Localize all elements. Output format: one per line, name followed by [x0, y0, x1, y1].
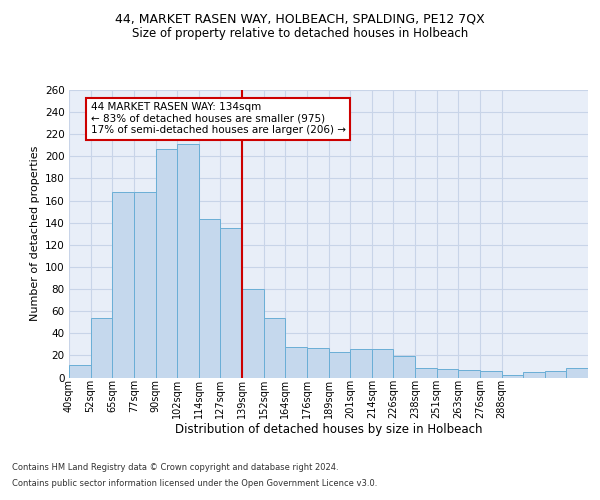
- Text: Size of property relative to detached houses in Holbeach: Size of property relative to detached ho…: [132, 28, 468, 40]
- Bar: [329, 352, 350, 378]
- Bar: [220, 228, 242, 378]
- Text: 44 MARKET RASEN WAY: 134sqm
← 83% of detached houses are smaller (975)
17% of se: 44 MARKET RASEN WAY: 134sqm ← 83% of det…: [91, 102, 346, 136]
- Bar: [545, 371, 566, 378]
- Text: Distribution of detached houses by size in Holbeach: Distribution of detached houses by size …: [175, 422, 482, 436]
- Y-axis label: Number of detached properties: Number of detached properties: [29, 146, 40, 322]
- Bar: [458, 370, 480, 378]
- Bar: [502, 376, 523, 378]
- Bar: [199, 220, 220, 378]
- Bar: [415, 368, 437, 378]
- Bar: [69, 366, 91, 378]
- Bar: [177, 144, 199, 378]
- Bar: [242, 289, 263, 378]
- Bar: [307, 348, 329, 378]
- Bar: [566, 368, 588, 378]
- Bar: [372, 349, 394, 378]
- Bar: [437, 368, 458, 378]
- Bar: [480, 371, 502, 378]
- Text: Contains public sector information licensed under the Open Government Licence v3: Contains public sector information licen…: [12, 478, 377, 488]
- Bar: [91, 318, 112, 378]
- Bar: [523, 372, 545, 378]
- Bar: [285, 346, 307, 378]
- Bar: [112, 192, 134, 378]
- Bar: [394, 356, 415, 378]
- Bar: [155, 148, 177, 378]
- Bar: [263, 318, 285, 378]
- Bar: [134, 192, 155, 378]
- Bar: [350, 349, 372, 378]
- Text: 44, MARKET RASEN WAY, HOLBEACH, SPALDING, PE12 7QX: 44, MARKET RASEN WAY, HOLBEACH, SPALDING…: [115, 12, 485, 26]
- Text: Contains HM Land Registry data © Crown copyright and database right 2024.: Contains HM Land Registry data © Crown c…: [12, 464, 338, 472]
